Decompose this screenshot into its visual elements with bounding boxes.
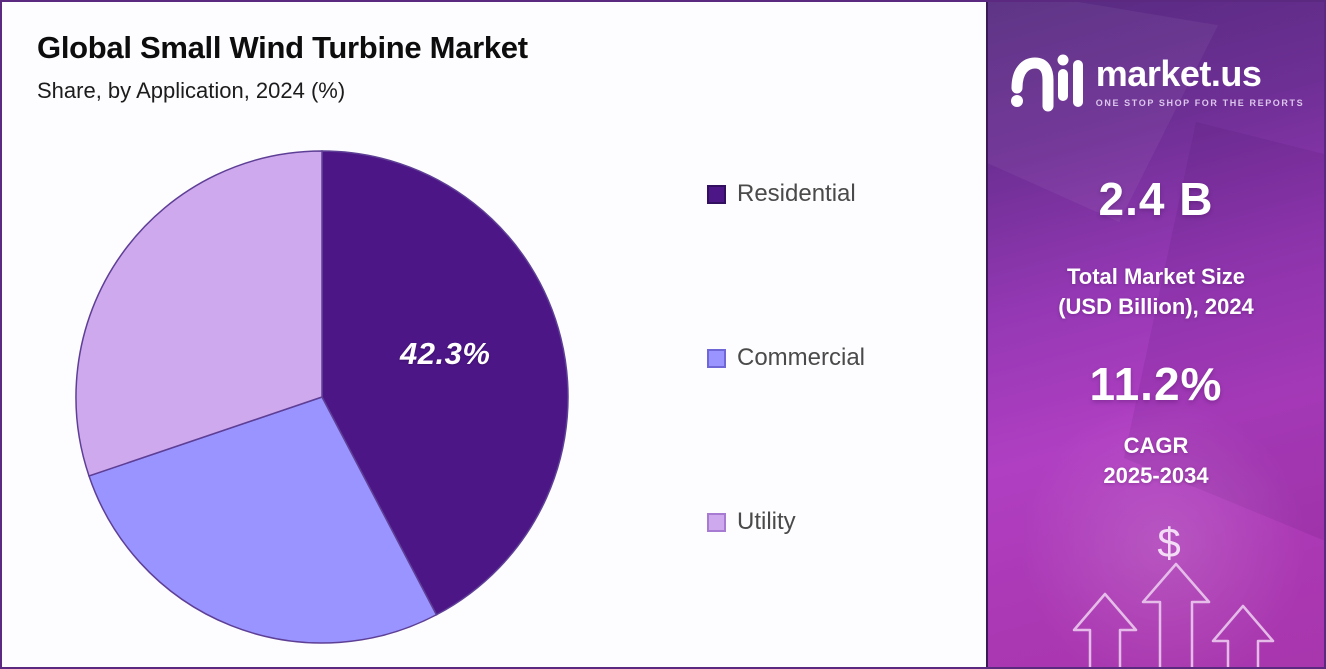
utility-swatch-icon <box>707 512 726 532</box>
brand-tagline: ONE STOP SHOP FOR THE REPORTS <box>1095 98 1305 108</box>
legend-item-commercial: Commercial <box>707 344 865 372</box>
market-size-caption-line2: (USD Billion), 2024 <box>1058 293 1254 319</box>
market-size-caption: Total Market Size (USD Billion), 2024 <box>1058 262 1254 321</box>
commercial-swatch-icon <box>707 348 726 368</box>
cagr-caption-line2: 2025-2034 <box>1103 463 1209 489</box>
chart-subtitle: Share, by Application, 2024 (%) <box>37 78 346 103</box>
cagr-caption: CAGR 2025-2034 <box>1103 431 1208 490</box>
market-size-caption-line1: Total Market Size <box>1066 264 1246 289</box>
market-size-value: 2.4 B <box>1098 173 1214 225</box>
legend-label: Utility <box>737 508 796 535</box>
residential-swatch-icon <box>707 184 726 204</box>
legend-label: Residential <box>737 180 856 207</box>
market-us-logo: market.us ONE STOP SHOP FOR THE REPORTS <box>1008 50 1304 114</box>
legend-item-utility: Utility <box>707 508 865 536</box>
pie-chart-svg <box>75 150 569 644</box>
chart-area: Global Small Wind Turbine Market Share, … <box>2 2 990 667</box>
arrow-up-icon <box>1141 562 1211 667</box>
cagr-caption-line1: CAGR <box>1123 433 1189 459</box>
legend: Residential Commercial Utility <box>707 180 865 536</box>
pie-slice-label: 42.3% <box>400 336 491 371</box>
cagr-value: 11.2% <box>1089 358 1223 411</box>
pie-chart <box>70 145 574 649</box>
pie-slice-residential <box>321 150 569 616</box>
brand-sidebar: market.us ONE STOP SHOP FOR THE REPORTS … <box>986 2 1324 667</box>
legend-item-residential: Residential <box>707 180 865 208</box>
arrow-up-icon <box>1072 592 1138 667</box>
pie-slice-utility <box>75 150 323 477</box>
legend-label: Commercial <box>737 344 866 371</box>
dollar-icon: $ <box>1157 519 1181 566</box>
page-title: Global Small Wind Turbine Market <box>37 30 528 65</box>
pie-slice-commercial <box>88 396 438 644</box>
growth-arrows-icon <box>1072 562 1275 667</box>
brand-name: market.us <box>1095 53 1262 94</box>
market-us-logo-icon <box>1010 54 1083 112</box>
arrow-up-icon <box>1211 604 1275 667</box>
